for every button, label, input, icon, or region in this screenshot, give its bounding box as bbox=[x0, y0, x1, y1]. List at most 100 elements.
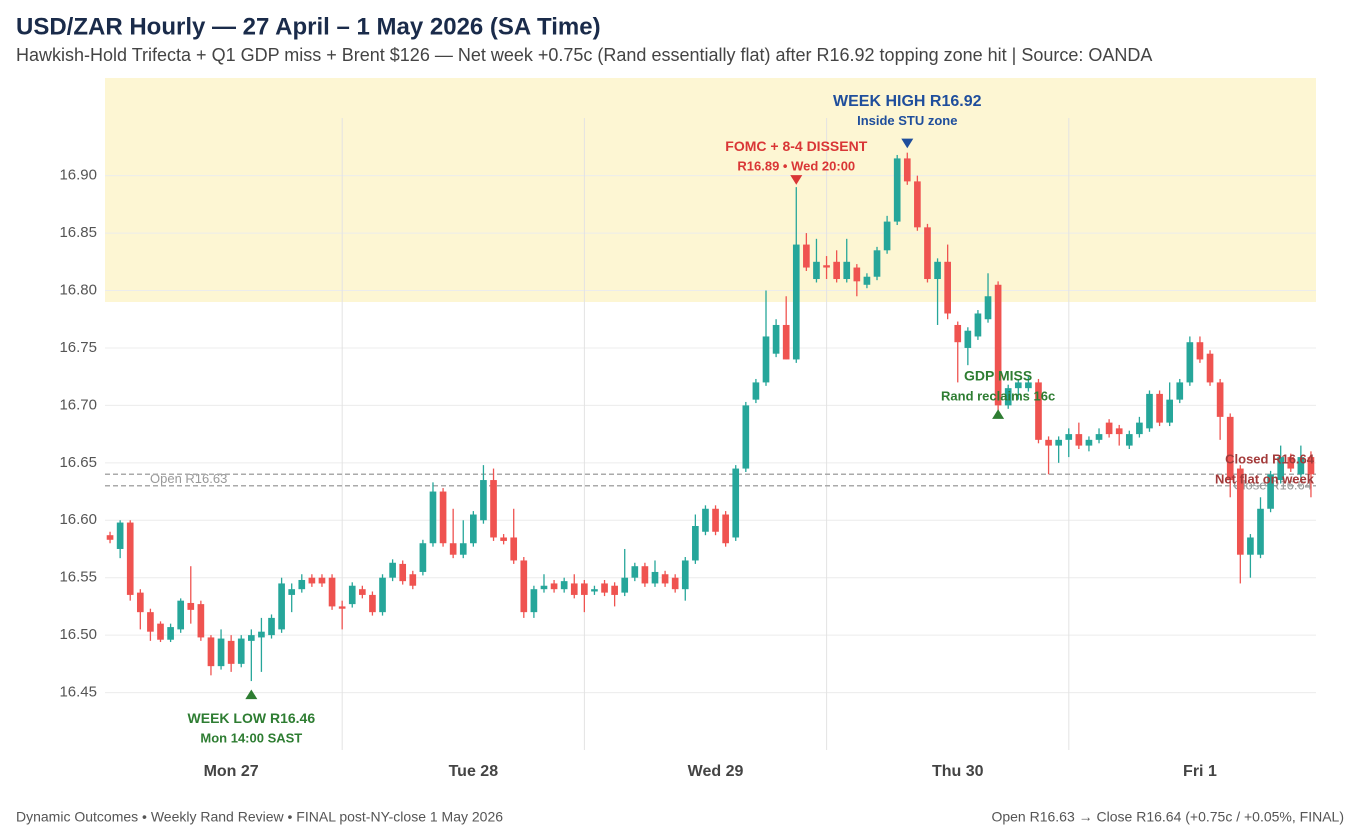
candle-body bbox=[429, 491, 437, 544]
candle-body bbox=[510, 537, 518, 561]
candle-body bbox=[177, 600, 185, 630]
annotation-title: WEEK HIGH R16.92 bbox=[833, 93, 982, 110]
candle-body bbox=[136, 592, 144, 613]
candle-body bbox=[560, 581, 568, 590]
candle-body bbox=[389, 562, 396, 578]
y-tick-label: 16.60 bbox=[59, 511, 97, 528]
candle-body bbox=[470, 514, 477, 544]
y-tick-label: 16.85 bbox=[59, 224, 97, 241]
candle-body bbox=[147, 612, 154, 632]
candle-body bbox=[994, 284, 1002, 406]
footer-left: Dynamic Outcomes • Weekly Rand Review • … bbox=[16, 809, 503, 825]
candle-body bbox=[722, 514, 729, 544]
annotation-subtitle: R16.89 • Wed 20:00 bbox=[737, 159, 855, 174]
candle-body bbox=[1075, 434, 1083, 446]
candle-body bbox=[500, 537, 507, 541]
candle-body bbox=[762, 336, 770, 383]
candle-body bbox=[1146, 393, 1153, 429]
candle-body bbox=[1004, 388, 1012, 406]
y-tick-label: 16.70 bbox=[59, 396, 97, 413]
candle-body bbox=[661, 574, 669, 584]
candle-body bbox=[217, 638, 225, 667]
y-tick-label: 16.45 bbox=[59, 684, 97, 701]
candle-body bbox=[1014, 382, 1022, 389]
candle-body bbox=[1277, 457, 1285, 481]
candle-body bbox=[641, 566, 649, 584]
y-tick-label: 16.80 bbox=[59, 281, 97, 298]
candle-body bbox=[1226, 416, 1234, 481]
x-tick-label: Fri 1 bbox=[1183, 763, 1217, 780]
annotation-subtitle: Net flat on week bbox=[1215, 472, 1315, 487]
candle-body bbox=[581, 583, 588, 595]
x-tick-label: Wed 29 bbox=[688, 763, 744, 780]
candle-body bbox=[157, 623, 164, 640]
candle-body bbox=[1065, 434, 1073, 440]
candle-body bbox=[681, 560, 689, 590]
candle-body bbox=[439, 491, 447, 544]
candle-body bbox=[167, 627, 174, 640]
candle-body bbox=[883, 221, 891, 251]
candle-body bbox=[893, 158, 901, 222]
candle-body bbox=[621, 577, 629, 593]
candle-body bbox=[984, 296, 992, 320]
candle-body bbox=[944, 261, 951, 314]
candle-body bbox=[702, 508, 709, 532]
candle-body bbox=[1196, 342, 1204, 360]
candle-body bbox=[792, 244, 800, 360]
candle-body bbox=[954, 324, 962, 343]
candle-body bbox=[853, 267, 861, 282]
candle-body bbox=[1166, 399, 1174, 423]
candle-body bbox=[359, 589, 366, 595]
candle-body bbox=[651, 571, 659, 584]
annotation-marker bbox=[245, 689, 258, 700]
candle-body bbox=[601, 583, 608, 593]
candle-body bbox=[1206, 353, 1214, 383]
candle-body bbox=[298, 579, 306, 590]
candle-body bbox=[1287, 457, 1295, 469]
candle-body bbox=[247, 635, 255, 641]
candle-body bbox=[732, 468, 740, 538]
candle-body bbox=[278, 583, 285, 630]
annotation-subtitle: Rand reclaims 16c bbox=[941, 388, 1055, 403]
candle-body bbox=[449, 543, 457, 555]
candle-body bbox=[823, 265, 830, 268]
x-tick-label: Mon 27 bbox=[204, 763, 259, 780]
candle-body bbox=[873, 250, 881, 277]
candle-body bbox=[964, 330, 972, 348]
candle-body bbox=[611, 585, 618, 595]
candle-body bbox=[1115, 428, 1123, 435]
candle-body bbox=[126, 522, 134, 595]
candle-body bbox=[924, 227, 931, 280]
footer-right: Open R16.63 → Close R16.64 (+0.75c / +0.… bbox=[991, 809, 1344, 825]
candle-body bbox=[550, 583, 558, 590]
y-tick-label: 16.55 bbox=[59, 569, 97, 586]
candle-body bbox=[1025, 382, 1032, 389]
candle-body bbox=[116, 522, 124, 549]
candle-body bbox=[227, 640, 235, 664]
candle-body bbox=[1156, 393, 1163, 423]
chart-title: USD/ZAR Hourly — 27 April – 1 May 2026 (… bbox=[16, 13, 601, 40]
x-tick-label: Thu 30 bbox=[932, 763, 984, 780]
candle-body bbox=[490, 480, 497, 538]
annotation-marker bbox=[790, 175, 803, 185]
x-tick-label: Tue 28 bbox=[449, 763, 499, 780]
candle-body bbox=[903, 158, 911, 182]
candle-body bbox=[742, 405, 750, 469]
candle-body bbox=[268, 617, 275, 636]
candle-body bbox=[207, 637, 215, 667]
candle-body bbox=[631, 566, 639, 578]
candle-body bbox=[914, 181, 921, 228]
annotation-title: FOMC + 8-4 DISSENT bbox=[725, 138, 867, 154]
candle-body bbox=[1085, 439, 1093, 446]
annotation-title: WEEK LOW R16.46 bbox=[188, 710, 316, 726]
candle-body bbox=[197, 604, 205, 638]
candle-body bbox=[1216, 382, 1224, 417]
candle-body bbox=[803, 244, 810, 268]
candle-body bbox=[934, 261, 941, 280]
candle-body bbox=[419, 543, 427, 572]
candle-body bbox=[409, 574, 417, 586]
candle-body bbox=[1035, 382, 1042, 440]
candle-body bbox=[1045, 439, 1052, 446]
annotation-marker bbox=[901, 138, 914, 149]
